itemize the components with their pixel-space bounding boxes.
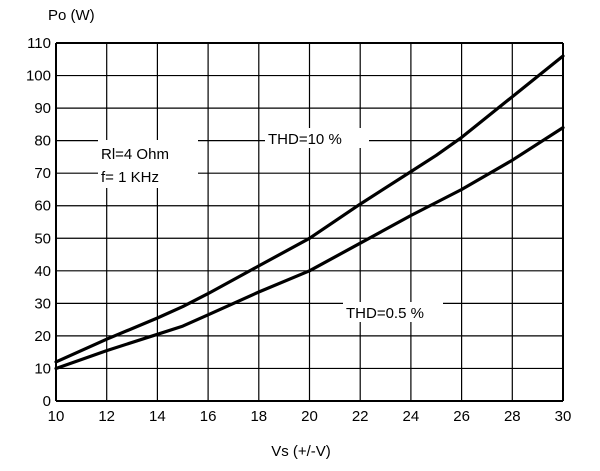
x-tick-label: 28 [504,408,521,425]
y-tick-label: 50 [34,230,51,247]
x-tick-label: 16 [200,408,217,425]
x-tick-label: 30 [555,408,572,425]
y-tick-label: 30 [34,295,51,312]
x-tick-label: 20 [301,408,318,425]
x-axis-label: Vs (+/-V) [271,443,331,460]
x-tick-labels: 10 12 14 16 18 20 22 24 26 28 30 [48,408,572,425]
annotation-box [98,140,198,188]
series-label-thd05: THD=0.5 % [346,305,424,322]
x-tick-label: 10 [48,408,65,425]
y-tick-label: 90 [34,100,51,117]
x-tick-label: 12 [98,408,115,425]
series-group [54,54,565,371]
series-label-thd10: THD=10 % [268,131,342,148]
x-tick-label: 24 [403,408,420,425]
y-tick-label: 10 [34,360,51,377]
series-line-1 [54,125,565,371]
y-tick-label: 60 [34,198,51,215]
y-tick-label: 110 [27,35,51,52]
y-tick-labels: 0 10 20 30 40 50 60 70 80 90 100 110 [26,35,51,410]
y-tick-label: 70 [34,165,51,182]
x-tick-label: 14 [149,408,166,425]
x-tick-label: 22 [352,408,369,425]
y-tick-label: 20 [34,328,51,345]
x-tick-label: 18 [250,408,267,425]
x-tick-label: 26 [453,408,470,425]
series-line-0 [54,54,565,364]
annotation-load: Rl=4 Ohm [101,146,169,163]
y-tick-label: 40 [34,263,51,280]
series-label-bg-thd10 [265,128,369,148]
y-tick-label: 80 [34,133,51,150]
y-tick-label: 0 [43,393,51,410]
y-tick-label: 100 [26,68,51,85]
annotation-frequency: f= 1 KHz [101,169,159,186]
y-axis-label: Po (W) [48,7,95,24]
series-label-bg-thd05 [343,302,443,322]
grid [55,42,564,402]
